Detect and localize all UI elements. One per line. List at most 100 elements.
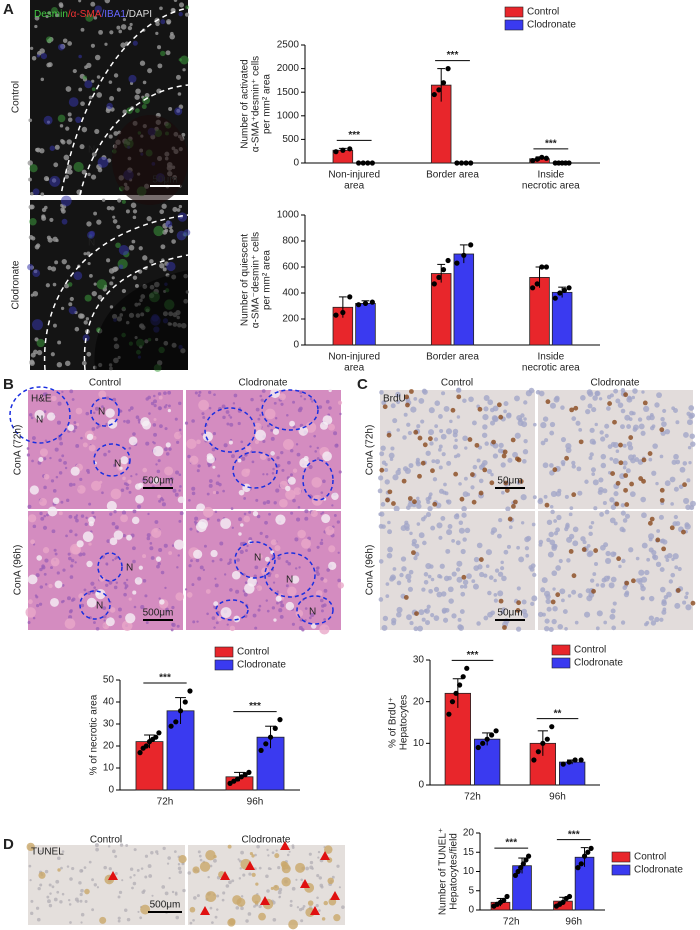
stain-spot bbox=[638, 476, 644, 481]
nucleus bbox=[309, 860, 314, 865]
nucleus bbox=[309, 865, 314, 870]
nucleus bbox=[201, 412, 205, 416]
data-point bbox=[463, 160, 469, 166]
nucleus bbox=[59, 124, 64, 128]
data-point bbox=[566, 285, 572, 291]
data-point bbox=[518, 865, 524, 871]
nucleus bbox=[337, 551, 340, 554]
stain-spot bbox=[414, 611, 419, 616]
nucleus bbox=[606, 575, 611, 580]
stain-spot bbox=[552, 467, 558, 473]
nucleus bbox=[111, 276, 115, 280]
data-point bbox=[187, 688, 193, 694]
row-label: ConA (96h) bbox=[13, 545, 24, 596]
nucleus bbox=[459, 609, 465, 615]
stain-spot bbox=[607, 401, 613, 406]
nucleus bbox=[615, 449, 620, 453]
stain-spot bbox=[591, 588, 596, 594]
column-label: Control bbox=[90, 835, 122, 846]
nucleus bbox=[271, 472, 275, 475]
nucleus bbox=[163, 543, 168, 548]
nucleus bbox=[462, 398, 467, 403]
stain-spot bbox=[48, 583, 53, 589]
nucleus bbox=[553, 519, 557, 523]
nucleus bbox=[108, 80, 113, 84]
nucleus bbox=[425, 496, 430, 502]
nucleus bbox=[458, 527, 465, 534]
nucleus bbox=[60, 207, 65, 212]
nucleus bbox=[404, 467, 411, 475]
nucleus bbox=[396, 428, 400, 432]
nucleus bbox=[415, 499, 421, 505]
nucleus bbox=[339, 412, 342, 416]
stain-spot bbox=[325, 526, 335, 536]
nucleus bbox=[566, 558, 571, 563]
nucleus bbox=[296, 906, 300, 909]
nucleus bbox=[124, 584, 129, 588]
nucleus bbox=[62, 568, 66, 572]
y-tick-label: 30 bbox=[103, 719, 115, 730]
tunel-arrow bbox=[310, 906, 320, 915]
nucleus bbox=[584, 479, 589, 484]
nucleus bbox=[134, 94, 140, 100]
micrograph bbox=[380, 390, 535, 509]
stain-spot bbox=[461, 574, 467, 580]
stain-spot bbox=[319, 624, 330, 635]
nucleus bbox=[158, 597, 161, 600]
stain-spot bbox=[28, 514, 37, 523]
stain-spot bbox=[321, 917, 326, 921]
nucleus bbox=[415, 457, 420, 462]
nucleus bbox=[277, 866, 281, 870]
nucleus bbox=[206, 612, 209, 616]
nucleus bbox=[549, 402, 557, 409]
nucleus bbox=[78, 552, 83, 557]
stain-spot bbox=[82, 442, 88, 448]
data-point bbox=[440, 267, 447, 273]
nucleus bbox=[592, 572, 597, 576]
nucleus bbox=[266, 500, 271, 505]
nucleus bbox=[79, 477, 83, 481]
nucleus bbox=[178, 2, 185, 8]
nucleus bbox=[106, 205, 112, 211]
stain-spot bbox=[253, 422, 262, 431]
nucleus bbox=[85, 516, 88, 520]
nucleus bbox=[623, 592, 630, 598]
nucleus bbox=[88, 860, 92, 864]
stain-spot bbox=[142, 467, 148, 473]
nucleus bbox=[481, 432, 488, 438]
nucleus bbox=[416, 522, 421, 526]
nucleus bbox=[457, 617, 462, 622]
nucleus bbox=[588, 531, 593, 537]
nucleus bbox=[433, 586, 440, 592]
nucleus bbox=[61, 584, 65, 587]
stain-spot bbox=[515, 456, 520, 462]
nucleus bbox=[215, 491, 219, 495]
tunel-arrow bbox=[260, 896, 270, 905]
stain-spot bbox=[641, 457, 647, 463]
stain-spot bbox=[555, 592, 561, 598]
row-label: Control bbox=[11, 81, 22, 113]
nucleus bbox=[78, 87, 83, 92]
nucleus bbox=[132, 215, 137, 220]
nucleus bbox=[71, 866, 75, 871]
stain-spot bbox=[99, 480, 103, 484]
stain-spot bbox=[57, 114, 66, 123]
nucleus bbox=[575, 420, 581, 426]
nucleus bbox=[316, 457, 320, 461]
nucleus bbox=[523, 438, 528, 444]
stain-spot bbox=[659, 427, 665, 433]
y-tick-label: 200 bbox=[282, 314, 299, 325]
y-axis-label: Number of quiescent bbox=[240, 234, 251, 326]
stain-spot bbox=[57, 868, 61, 872]
nucleus bbox=[125, 209, 130, 214]
nucleus bbox=[686, 419, 693, 426]
nucleus bbox=[622, 460, 628, 466]
nucleus bbox=[557, 623, 564, 630]
nucleus bbox=[147, 68, 153, 74]
nucleus bbox=[84, 900, 88, 904]
stain-spot bbox=[328, 561, 337, 570]
nucleus bbox=[488, 575, 494, 580]
nucleus bbox=[294, 567, 298, 570]
stain-spot bbox=[618, 442, 623, 448]
nucleus bbox=[195, 558, 200, 563]
